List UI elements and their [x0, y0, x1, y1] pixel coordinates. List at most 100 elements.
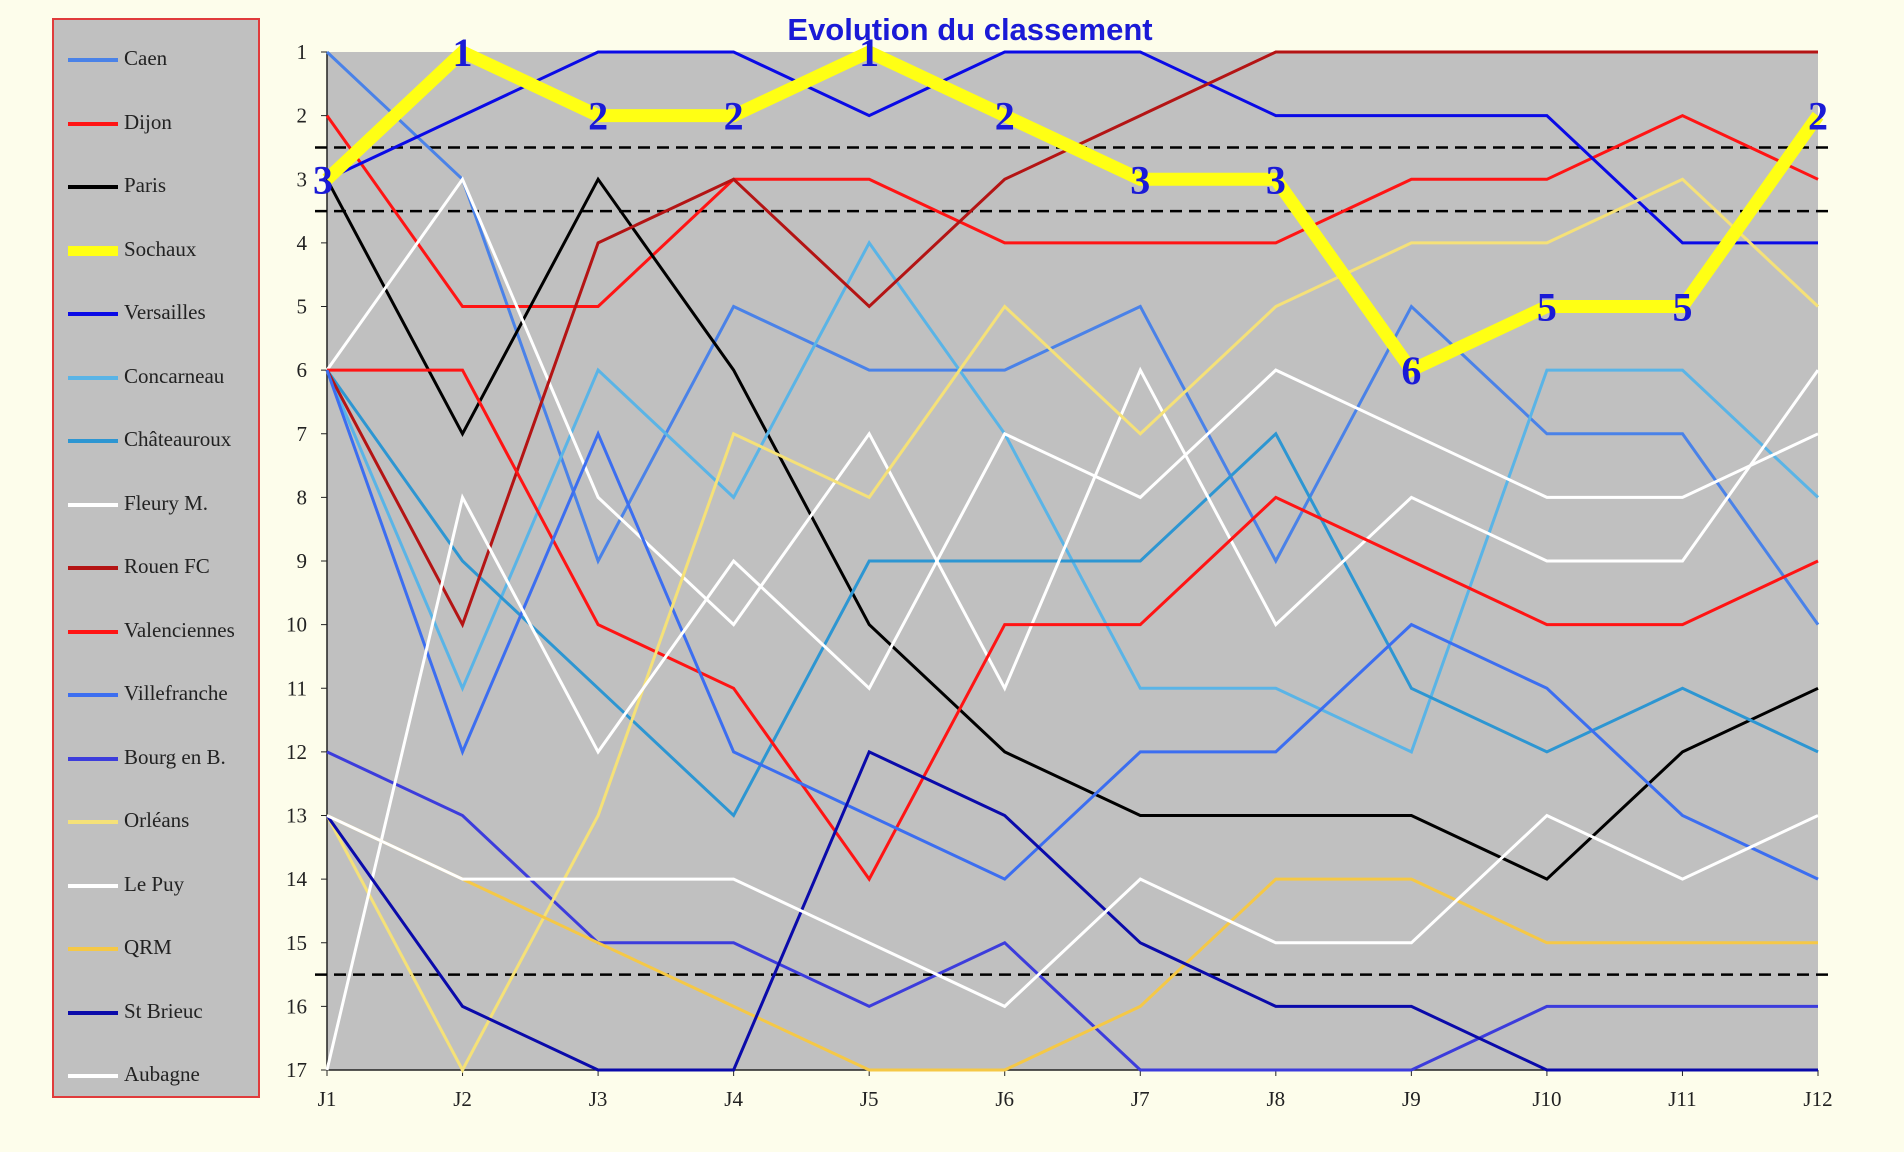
legend-swatch: [68, 820, 118, 824]
x-tick-label: J11: [1668, 1087, 1696, 1111]
y-tick-label: 6: [297, 358, 308, 382]
y-tick-label: 9: [297, 549, 308, 573]
y-tick-label: 15: [286, 931, 307, 955]
x-tick-label: J10: [1532, 1087, 1561, 1111]
x-tick-label: J12: [1803, 1087, 1832, 1111]
legend-label: Châteauroux: [124, 427, 232, 451]
series-line-bourg-en-b: [326, 750, 1818, 1072]
legend-item: St Brieuc: [54, 997, 258, 1027]
legend-swatch: [68, 883, 118, 888]
y-tick-label: 2: [297, 104, 308, 128]
legend-label: Concarneau: [124, 363, 225, 388]
legend-swatch: [68, 185, 118, 189]
legend: Caen Dijon Paris Sochaux Versailles Concarnea…: [52, 18, 260, 1098]
legend-label: Rouen FC: [124, 554, 210, 578]
legend-swatch: [68, 1010, 118, 1015]
series-line-chateauroux: [325, 369, 1819, 818]
x-tick-label: J4: [724, 1087, 743, 1111]
legend-swatch: [68, 245, 118, 256]
legend-swatch: [68, 1074, 118, 1078]
x-tick-label: J9: [1402, 1087, 1421, 1111]
rank-label: 3: [1130, 157, 1150, 202]
legend-item: Paris: [54, 171, 258, 201]
series-line-orleans: [325, 177, 1820, 1074]
legend-label: Aubagne: [124, 1062, 200, 1086]
rank-label: 3: [1266, 157, 1286, 202]
rank-label: 2: [724, 94, 744, 139]
y-tick-label: 16: [286, 994, 307, 1018]
legend-label: Paris: [124, 173, 166, 197]
series-line-versailles: [326, 50, 1818, 245]
legend-item: Sochaux: [54, 235, 258, 265]
y-tick-label: 10: [286, 613, 307, 637]
legend-swatch: [68, 312, 118, 316]
y-tick-label: 8: [297, 485, 308, 509]
rank-label: 5: [1672, 285, 1692, 330]
y-tick-label: 1: [297, 40, 308, 64]
rank-label: 3: [313, 157, 333, 202]
legend-label: Orléans: [124, 808, 190, 832]
legend-label: Sochaux: [124, 236, 197, 261]
legend-label: Le Puy: [124, 871, 185, 896]
legend-item: Châteauroux: [54, 425, 258, 455]
legend-item: Versailles: [54, 298, 258, 328]
x-tick-label: J7: [1131, 1087, 1150, 1111]
legend-item: Concarneau: [54, 362, 258, 392]
y-tick-label: 7: [297, 422, 308, 446]
rank-label: 1: [859, 30, 879, 75]
series-line-caen: [325, 50, 1820, 626]
legend-swatch: [68, 629, 118, 634]
legend-item: Orléans: [54, 806, 258, 836]
series-line-villefranche: [325, 369, 1819, 881]
chart-title: Evolution du classement: [787, 12, 1153, 47]
rank-label: 2: [1808, 94, 1828, 139]
series-line-sochaux: [322, 44, 1824, 379]
legend-swatch: [68, 756, 118, 761]
legend-swatch: [68, 947, 118, 951]
y-tick-label: 5: [297, 295, 308, 319]
legend-swatch: [68, 375, 118, 380]
legend-swatch: [68, 566, 118, 570]
y-tick-label: 3: [297, 167, 308, 191]
legend-item: Aubagne: [54, 1060, 258, 1090]
x-tick-label: J5: [860, 1087, 879, 1111]
legend-item: Fleury M.: [54, 489, 258, 519]
legend-item: Rouen FC: [54, 552, 258, 582]
legend-item: Villefranche: [54, 679, 258, 709]
x-tick-label: J3: [589, 1087, 608, 1111]
series-line-valenciennes: [327, 368, 1819, 882]
legend-label: Fleury M.: [124, 490, 208, 515]
x-tick-label: J2: [453, 1087, 472, 1111]
y-tick-label: 17: [286, 1058, 307, 1082]
legend-swatch: [68, 121, 118, 126]
rank-label: 2: [588, 94, 608, 139]
x-tick-label: J1: [318, 1087, 337, 1111]
legend-label: Villefranche: [124, 681, 228, 705]
series-line-qrm: [326, 814, 1818, 1072]
legend-label: Bourg en B.: [124, 744, 226, 769]
y-tick-label: 4: [297, 231, 308, 255]
series-line-le-puy: [325, 368, 1819, 1071]
legend-item: QRM: [54, 933, 258, 963]
legend-label: Caen: [124, 46, 168, 70]
x-tick-label: J8: [1266, 1087, 1285, 1111]
series-line-st-brieuc: [325, 749, 1818, 1072]
y-tick-label: 14: [286, 867, 308, 891]
legend-swatch: [68, 439, 118, 443]
legend-item: Valenciennes: [54, 616, 258, 646]
rank-label: 1: [453, 30, 473, 75]
y-tick-label: 13: [286, 804, 307, 828]
rank-label: 6: [1401, 348, 1421, 393]
legend-swatch: [68, 693, 118, 697]
legend-item: Bourg en B.: [54, 743, 258, 773]
legend-label: QRM: [124, 935, 172, 959]
x-tick-label: J6: [995, 1087, 1014, 1111]
y-tick-label: 11: [287, 676, 307, 700]
legend-item: Le Puy: [54, 870, 258, 900]
rank-label: 2: [995, 94, 1015, 139]
legend-swatch: [68, 58, 118, 62]
series-line-paris: [325, 176, 1819, 881]
legend-item: Caen: [54, 44, 258, 74]
rank-label: 5: [1537, 285, 1557, 330]
